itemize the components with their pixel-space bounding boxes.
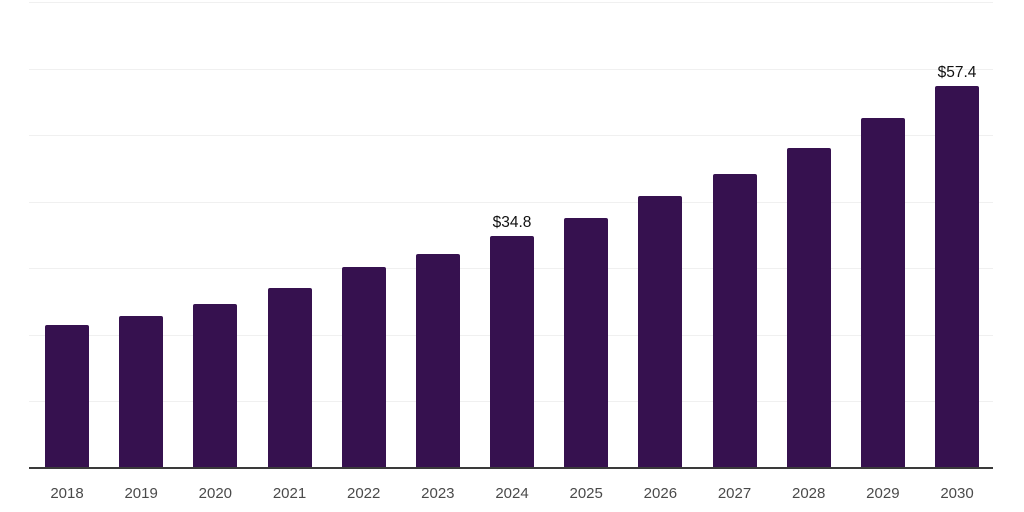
bar-2023	[415, 253, 460, 468]
bar-2027	[712, 173, 757, 468]
value-label-2030: $57.4	[937, 63, 977, 81]
x-tick-2029: 2029	[866, 485, 900, 502]
bar-2028	[786, 147, 831, 468]
x-tick-2024: 2024	[495, 485, 529, 502]
bar-2019	[119, 315, 164, 468]
bar-2029	[860, 117, 905, 468]
x-tick-2019: 2019	[124, 485, 158, 502]
x-axis-line	[29, 467, 993, 469]
x-tick-2023: 2023	[421, 485, 455, 502]
x-tick-2027: 2027	[717, 485, 752, 502]
x-tick-2018: 2018	[50, 485, 84, 502]
x-tick-2026: 2026	[643, 485, 678, 502]
gridline-y40	[29, 201, 993, 203]
gridline-y70	[29, 2, 993, 3]
x-tick-2022: 2022	[346, 485, 381, 502]
bar-2021	[267, 287, 312, 468]
bar-2030	[935, 85, 980, 468]
bar-2020	[193, 304, 238, 468]
x-tick-2021: 2021	[272, 485, 307, 502]
bar-2026	[638, 196, 683, 468]
gridline-y50	[29, 135, 993, 137]
bar-2025	[564, 217, 609, 468]
x-tick-2030: 2030	[940, 485, 974, 502]
bar-2022	[341, 266, 386, 468]
bar-2024	[490, 236, 535, 468]
x-tick-2020: 2020	[198, 485, 233, 502]
x-tick-2025: 2025	[569, 485, 603, 502]
x-tick-2028: 2028	[792, 485, 826, 502]
bar-2018	[45, 324, 89, 468]
value-label-2024: $34.8	[492, 214, 532, 232]
gridline-y60	[29, 68, 993, 70]
